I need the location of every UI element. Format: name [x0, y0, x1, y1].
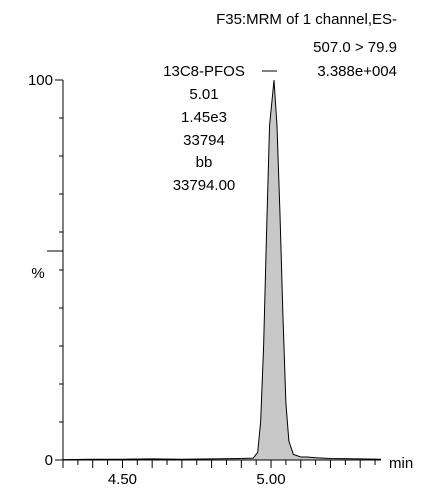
peak-label-area: 33794 [183, 132, 225, 149]
x-tick-label: 4.50 [108, 471, 137, 488]
axes: % min 0 100 4.50 5.00 [28, 72, 413, 488]
peak-label-area-exact: 33794.00 [173, 177, 236, 194]
x-tick-label: 5.00 [256, 471, 285, 488]
y-tick-label: 100 [28, 72, 53, 89]
y-tick-label: 0 [45, 452, 53, 469]
header-line-3: 3.388e+004 [317, 63, 397, 80]
peak-label-height: 1.45e3 [181, 109, 227, 126]
peak-annotation: 13C8-PFOS 5.01 1.45e3 33794 bb 33794.00 [163, 63, 277, 194]
peak-label-rt: 5.01 [189, 86, 218, 103]
header-line-2: 507.0 > 79.9 [313, 39, 397, 56]
y-axis-label: % [31, 265, 44, 282]
chart-header: F35:MRM of 1 channel,ES- 507.0 > 79.9 3.… [216, 11, 397, 80]
x-axis-label: min [389, 455, 413, 472]
series-0-line [62, 79, 382, 461]
plot-area [62, 79, 382, 461]
header-line-1: F35:MRM of 1 channel,ES- [216, 11, 397, 28]
peak-label-name: 13C8-PFOS [163, 63, 245, 80]
peak-label-integration: bb [196, 154, 213, 171]
